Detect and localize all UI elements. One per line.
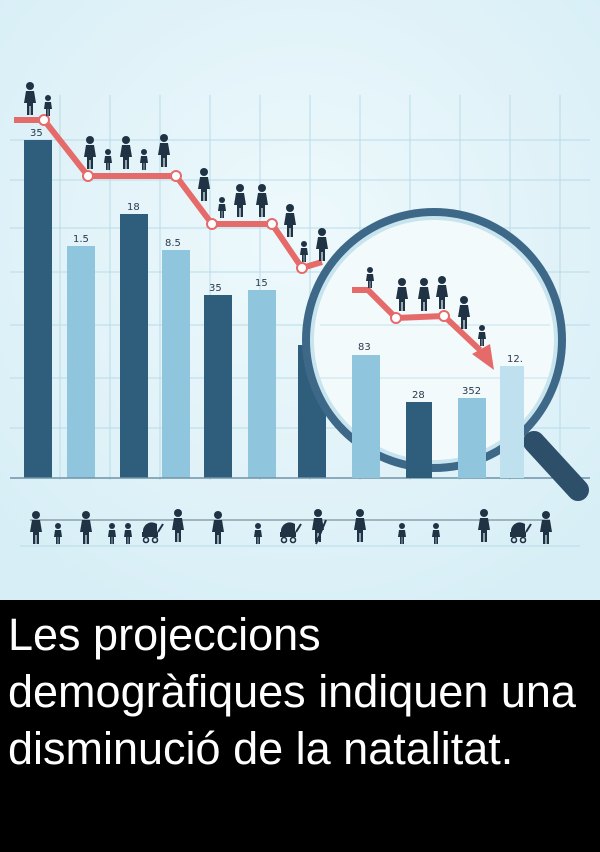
bar xyxy=(406,402,432,478)
trend-point xyxy=(390,312,402,324)
trend-point xyxy=(170,170,182,182)
trend-point xyxy=(206,218,218,230)
bar-label: 15 xyxy=(255,278,268,289)
bar xyxy=(458,398,486,478)
bar xyxy=(67,246,95,478)
bar xyxy=(120,214,148,478)
trend-point xyxy=(38,114,50,126)
bar-label: 18 xyxy=(127,202,140,213)
bar-label: 28 xyxy=(412,390,425,401)
bar-label: 12. xyxy=(507,354,523,365)
trend-point xyxy=(82,170,94,182)
bar-label: 83 xyxy=(358,342,371,353)
trend-point xyxy=(438,310,450,322)
bar-label: 352 xyxy=(462,386,481,397)
family-icon xyxy=(30,509,552,545)
trend-point xyxy=(296,262,308,274)
bar xyxy=(248,290,276,478)
bar xyxy=(500,366,524,478)
bar-label: 35 xyxy=(209,283,222,294)
bar xyxy=(24,140,52,478)
down-arrow-icon xyxy=(472,344,494,370)
bar xyxy=(352,355,380,478)
lens-contents: 83 28 352 12. xyxy=(320,267,550,478)
bar xyxy=(204,295,232,478)
caption-text: Les projeccions demogràfiques indiquen u… xyxy=(8,609,576,774)
trend-line xyxy=(14,114,323,274)
bars xyxy=(24,140,326,478)
infographic-illustration: 35 1.5 18 8.5 35 15 xyxy=(0,0,600,600)
caption-panel: Les projeccions demogràfiques indiquen u… xyxy=(0,600,600,852)
trend-point xyxy=(266,218,278,230)
bar-label: 8.5 xyxy=(165,238,181,249)
bar-label: 35 xyxy=(30,128,43,139)
bar-label: 1.5 xyxy=(73,234,89,245)
bar xyxy=(162,250,190,478)
